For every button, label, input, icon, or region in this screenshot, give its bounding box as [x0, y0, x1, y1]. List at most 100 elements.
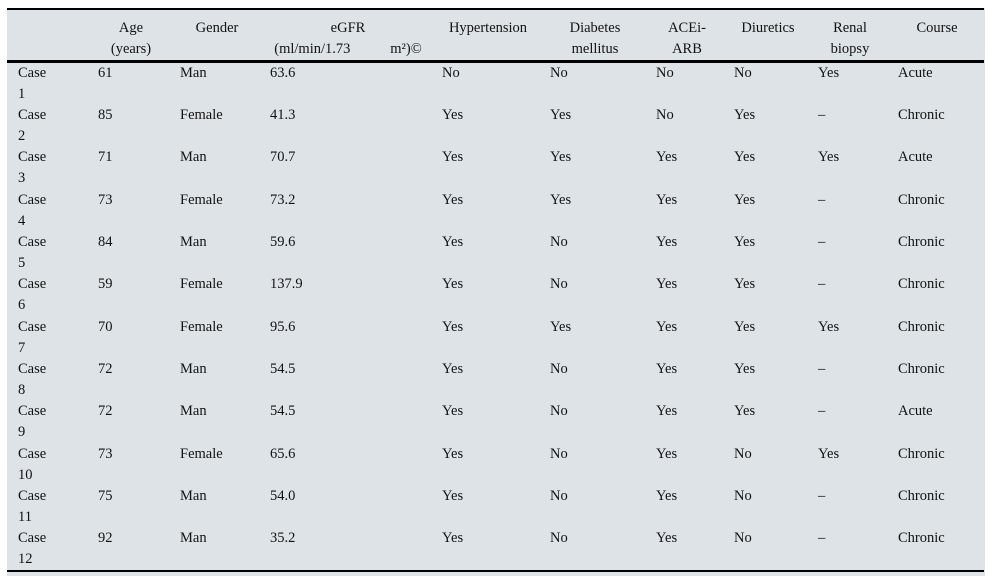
cell-renal-biopsy: Yes	[818, 318, 840, 335]
table-row: Case 12 92 Man 35.2 Yes No Yes No – Chro…	[7, 528, 984, 573]
cell-gender: Man	[172, 528, 262, 573]
cell-egfr: 41.3	[270, 107, 296, 123]
cell-age: 73	[98, 191, 113, 208]
cell-case: Case 12	[7, 528, 90, 573]
cell-hypertension: Yes	[442, 149, 464, 166]
cell-age: 85	[98, 107, 113, 123]
cell-diuretics: No	[734, 445, 752, 462]
cell-course: Chronic	[890, 528, 984, 573]
cell-case: Case 1	[18, 65, 47, 102]
cell-diuretics: Yes	[734, 233, 756, 250]
cell-hypertension: Yes	[442, 276, 464, 293]
cell-gender: Man	[180, 360, 207, 377]
cell-course: Chronic	[898, 233, 945, 250]
col-header-course: Course	[890, 9, 984, 63]
cell-egfr: 73.2	[270, 191, 296, 208]
cell-case: Case 2	[18, 107, 47, 144]
cell-acei-arb: Yes	[656, 149, 678, 166]
cell-diuretics: Yes	[734, 107, 756, 123]
cell-diabetes: No	[550, 487, 568, 504]
cell-renal-biopsy: –	[818, 107, 826, 123]
cell-course: Chronic	[898, 445, 945, 462]
cell-course: Acute	[898, 403, 933, 420]
cell-renal-biopsy: –	[818, 403, 826, 420]
cell-diuretics: Yes	[734, 403, 756, 420]
table-row: Case 2 85 Female 41.3 Yes Yes No Yes – C…	[7, 105, 984, 147]
cell-age: 84	[98, 233, 113, 250]
cell-course: Chronic	[898, 276, 945, 293]
cell-hypertension: Yes	[442, 107, 464, 123]
cell-case: Case 10	[18, 445, 47, 483]
cell-age: 59	[98, 276, 113, 293]
col-header-case	[7, 9, 90, 63]
cell-renal-biopsy: –	[818, 191, 826, 208]
col-header-gender: Gender	[172, 9, 262, 63]
cell-diuretics: No	[734, 487, 752, 504]
cell-hypertension: Yes	[442, 403, 464, 420]
cell-hypertension: Yes	[442, 360, 464, 377]
cell-age: 71	[98, 149, 113, 166]
cell-hypertension: Yes	[434, 528, 542, 573]
table-row: Case 11 75 Man 54.0 Yes No Yes No – Chro…	[7, 486, 984, 528]
cell-egfr: 63.6	[270, 65, 296, 81]
cell-case: Case 4	[18, 191, 47, 229]
cell-acei-arb: Yes	[648, 528, 726, 573]
cell-diuretics: Yes	[734, 318, 756, 335]
cell-age: 70	[98, 318, 113, 335]
cell-diuretics: Yes	[734, 276, 756, 293]
cell-course: Chronic	[898, 191, 945, 208]
cell-gender: Man	[180, 233, 207, 250]
case-table-panel: Age (years) Gender eGFR (ml/min/1.73 m²)…	[7, 8, 985, 577]
cell-acei-arb: Yes	[656, 445, 678, 462]
cell-case: Case 9	[18, 403, 47, 441]
col-header-acei-arb: ACEi- ARB	[648, 9, 726, 63]
cell-age: 92	[90, 528, 172, 573]
cell-renal-biopsy: –	[818, 360, 826, 377]
table-row: Case 6 59 Female 137.9 Yes No Yes Yes – …	[7, 274, 984, 316]
cell-egfr: 54.0	[270, 487, 296, 504]
cell-age: 61	[98, 65, 113, 81]
cell-egfr: 35.2	[262, 528, 434, 573]
table-row: Case 4 73 Female 73.2 Yes Yes Yes Yes – …	[7, 190, 984, 232]
cell-age: 73	[98, 445, 113, 462]
cell-case: Case 8	[18, 360, 47, 398]
cell-acei-arb: Yes	[656, 360, 678, 377]
cell-gender: Female	[180, 107, 223, 123]
col-header-age: Age (years)	[90, 9, 172, 63]
col-header-diuretics: Diuretics	[726, 9, 810, 63]
cell-diuretics: No	[734, 65, 752, 81]
cell-egfr: 54.5	[270, 403, 296, 420]
cell-gender: Female	[180, 276, 223, 293]
cell-egfr: 54.5	[270, 360, 296, 377]
cell-diabetes: Yes	[550, 107, 572, 123]
cell-diabetes: No	[550, 445, 568, 462]
cell-diuretics: Yes	[734, 360, 756, 377]
table-row: Case 7 70 Female 95.6 Yes Yes Yes Yes Ye…	[7, 317, 984, 359]
table-row: Case 10 73 Female 65.6 Yes No Yes No Yes…	[7, 444, 984, 486]
cell-course: Acute	[898, 149, 933, 166]
cell-course: Acute	[898, 65, 933, 81]
cell-egfr: 137.9	[270, 276, 303, 293]
cell-case: Case 7	[18, 318, 47, 356]
cell-hypertension: No	[442, 65, 460, 81]
cell-gender: Female	[180, 191, 223, 208]
cell-acei-arb: No	[656, 107, 674, 123]
cell-case: Case 6	[18, 276, 47, 314]
table-row: Case 8 72 Man 54.5 Yes No Yes Yes – Chro…	[7, 359, 984, 401]
cell-course: Chronic	[898, 360, 945, 377]
header-row: Age (years) Gender eGFR (ml/min/1.73 m²)…	[7, 9, 984, 63]
table-row: Case 5 84 Man 59.6 Yes No Yes Yes – Chro…	[7, 232, 984, 274]
col-header-renal-biopsy: Renal biopsy	[810, 9, 890, 63]
cell-diuretics: Yes	[734, 149, 756, 166]
cell-renal-biopsy: –	[818, 487, 826, 504]
cell-acei-arb: Yes	[656, 233, 678, 250]
cell-case: Case 5	[18, 233, 47, 271]
cell-gender: Female	[180, 445, 223, 462]
cell-acei-arb: Yes	[656, 276, 678, 293]
col-header-diabetes-mellitus: Diabetes mellitus	[542, 9, 648, 63]
table-row: Case 9 72 Man 54.5 Yes No Yes Yes – Acut…	[7, 401, 984, 443]
table-row: Case 3 71 Man 70.7 Yes Yes Yes Yes Yes A…	[7, 147, 984, 189]
cell-hypertension: Yes	[442, 487, 464, 504]
cell-renal-biopsy: Yes	[818, 445, 840, 462]
cell-hypertension: Yes	[442, 233, 464, 250]
